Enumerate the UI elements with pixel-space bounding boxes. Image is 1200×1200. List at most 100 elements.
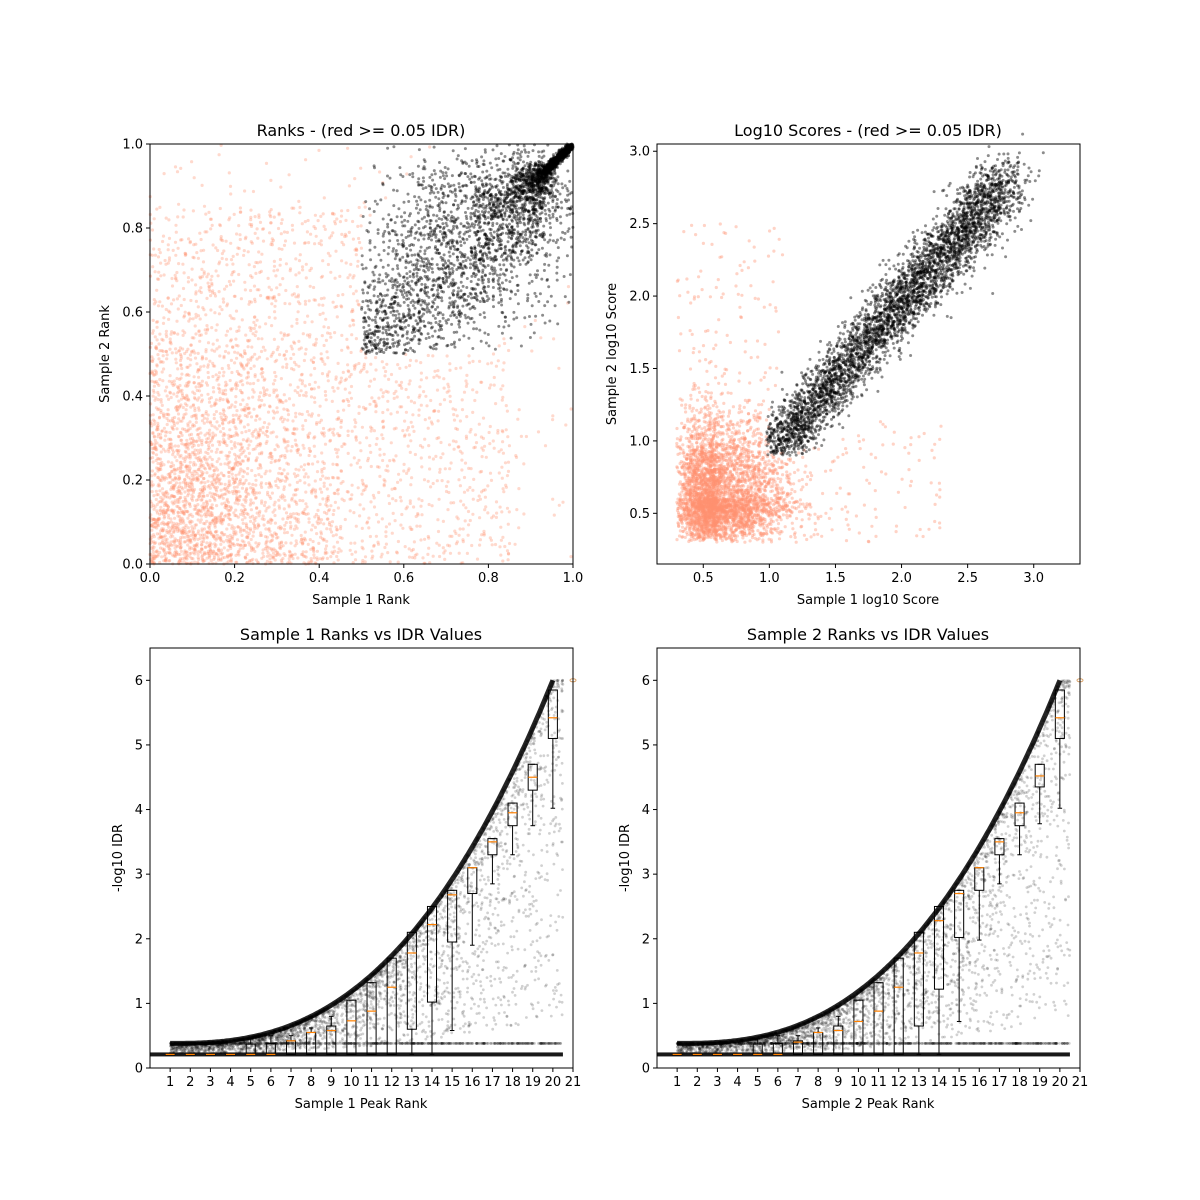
fail-point [396,481,399,484]
fail-point [242,498,245,501]
fail-point [275,536,278,539]
fail-point [502,452,505,455]
fail-point [288,173,291,176]
fail-point [223,441,226,444]
fail-point [286,428,289,431]
fail-point [152,508,155,511]
fail-point [298,211,301,214]
fail-point [333,390,336,393]
fail-point [283,454,286,457]
pass-point [516,152,519,155]
pass-point [406,220,409,223]
fail-point [269,221,272,224]
fail-point [227,218,230,221]
fail-point [304,300,307,303]
fail-point [205,332,208,335]
fail-point [268,481,271,484]
fail-point [309,450,312,453]
fail-point [258,356,261,359]
fail-point [475,441,478,444]
fail-point [176,545,179,548]
fail-point [301,265,304,268]
fail-point [174,537,177,540]
fail-point [252,408,255,411]
fail-point [178,455,181,458]
fail-point [263,378,266,381]
fail-point [493,376,496,379]
fail-point [272,556,275,559]
fail-point [188,514,191,517]
fail-point [320,451,323,454]
fail-point [284,541,287,544]
fail-point [284,289,287,292]
fail-point [263,504,266,507]
fail-point [227,421,230,424]
fail-point [173,472,176,475]
fail-point [166,353,169,356]
fail-point [446,508,449,511]
fail-point [272,417,275,420]
fail-point [272,269,275,272]
fail-point [186,348,189,351]
fail-point [234,338,237,341]
fail-point [424,418,427,421]
fail-point [183,298,186,301]
pass-point [517,148,520,151]
fail-point [251,388,254,391]
fail-point [570,407,573,410]
fail-point [412,430,415,433]
fail-point [288,397,291,400]
fail-point [157,393,160,396]
fail-point [225,285,228,288]
fail-point [431,354,434,357]
fail-point [184,540,187,543]
fail-point [150,529,153,532]
fail-point [254,447,257,450]
pass-point [537,150,540,153]
fail-point [295,503,298,506]
fail-point [307,462,310,465]
fail-point [153,385,156,388]
fail-point [284,357,287,360]
fail-point [222,519,225,522]
fail-point [277,499,280,502]
fail-point [276,269,279,272]
fail-point [489,425,492,428]
fail-point [336,410,339,413]
fail-point [191,268,194,271]
fail-point [164,259,167,262]
fail-point [334,277,337,280]
fail-point [220,513,223,516]
fail-point [213,350,216,353]
fail-point [337,558,340,561]
fail-point [258,434,261,437]
fail-point [525,435,528,438]
fail-point [182,510,185,513]
fail-point [327,326,330,329]
fail-point [516,418,519,421]
fail-point [260,337,263,340]
fail-point [397,561,400,564]
fail-point [240,431,243,434]
fail-point [305,391,308,394]
fail-point [226,302,229,305]
fail-point [274,549,277,552]
fail-point [321,304,324,307]
fail-point [488,442,491,445]
fail-point [254,541,257,544]
fail-point [235,232,238,235]
fail-point [202,506,205,509]
fail-point [329,336,332,339]
fail-point [160,479,163,482]
fail-point [564,423,567,426]
fail-point [206,480,209,483]
fail-point [250,508,253,511]
pass-point [409,275,412,278]
fail-point [174,444,177,447]
fail-point [230,371,233,374]
fail-point [350,463,353,466]
fail-point [472,478,475,481]
fail-point [348,184,351,187]
fail-point [166,495,169,498]
fail-point [212,386,215,389]
